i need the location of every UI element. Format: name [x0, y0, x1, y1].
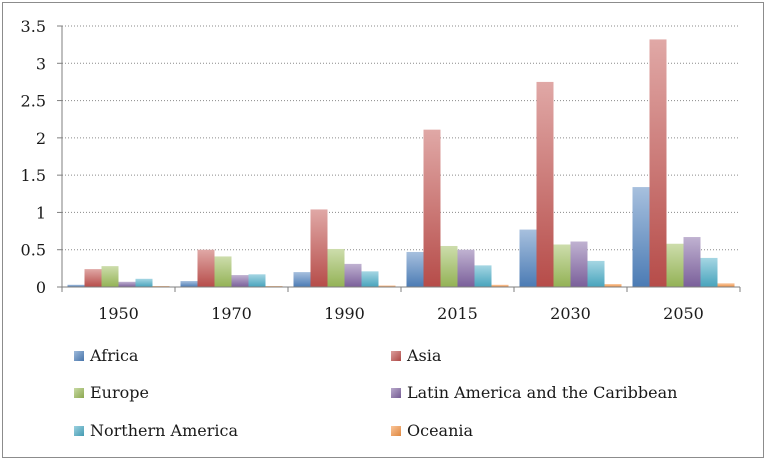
bar-asia-1950: [84, 269, 102, 287]
bar-northern-america-2030: [587, 260, 605, 287]
bar-africa-1950: [67, 284, 85, 287]
x-axis-ticks: 1950 1970 1990 2015 2030 2050: [98, 304, 704, 323]
y-tick-label: 3.5: [21, 17, 46, 36]
bar-africa-2030: [519, 229, 537, 287]
y-axis-ticks: 0 0.5 1 1.5 2 2.5 3 3.5: [21, 17, 46, 297]
y-tick-label: 0.5: [21, 241, 46, 260]
bar-northern-america-1950: [135, 278, 153, 287]
x-tick-label: 1970: [211, 304, 252, 323]
bar-northern-america-1970: [248, 274, 266, 287]
bar-northern-america-1990: [361, 271, 379, 287]
bar-asia-1970: [197, 249, 215, 287]
legend-swatch: [74, 426, 84, 436]
bar-latin-america-and-the-caribbean-1990: [344, 263, 362, 287]
x-tick-label: 1950: [98, 304, 139, 323]
legend-item: Asia: [391, 346, 442, 365]
y-tick-label: 3: [36, 54, 46, 73]
bar-northern-america-2050: [700, 257, 718, 287]
x-tick-label: 2015: [437, 304, 478, 323]
legend: Africa Asia Europe Latin America and the Ca…: [74, 346, 677, 440]
bar-europe-2030: [553, 244, 571, 287]
axes: [57, 25, 741, 292]
legend-item: Northern America: [74, 421, 238, 440]
legend-item: Africa: [74, 346, 139, 365]
legend-swatch: [391, 426, 401, 436]
x-tick-label: 2030: [550, 304, 591, 323]
y-tick-label: 1.5: [21, 166, 46, 185]
y-tick-label: 2: [36, 129, 46, 148]
bars: [67, 39, 735, 288]
bar-africa-2015: [406, 251, 424, 287]
legend-label: Northern America: [90, 421, 238, 440]
bar-europe-1990: [327, 248, 345, 287]
legend-label: Europe: [90, 383, 149, 402]
legend-label: Latin America and the Caribbean: [407, 383, 677, 402]
legend-swatch: [74, 388, 84, 398]
y-tick-label: 1: [36, 203, 46, 222]
bar-oceania-2015: [491, 284, 509, 287]
legend-item: Europe: [74, 383, 149, 402]
bar-asia-2030: [536, 81, 554, 287]
x-tick-label: 2050: [663, 304, 704, 323]
bar-northern-america-2015: [474, 265, 492, 287]
bar-europe-1950: [101, 266, 119, 287]
legend-item: Latin America and the Caribbean: [391, 383, 677, 402]
bar-latin-america-and-the-caribbean-2030: [570, 241, 588, 287]
bar-africa-1990: [293, 272, 311, 287]
legend-item: Oceania: [391, 421, 474, 440]
bar-asia-2015: [423, 129, 441, 287]
x-tick-label: 1990: [324, 304, 365, 323]
bar-oceania-2030: [604, 284, 622, 287]
bar-asia-2050: [649, 39, 667, 288]
legend-swatch: [391, 351, 401, 361]
bar-africa-2050: [632, 187, 650, 287]
gridlines: [62, 25, 740, 251]
bar-europe-2015: [440, 245, 458, 287]
bar-latin-america-and-the-caribbean-1970: [231, 275, 249, 287]
bar-latin-america-and-the-caribbean-2015: [457, 249, 475, 287]
bar-europe-1970: [214, 256, 232, 287]
y-tick-label: 0: [36, 278, 46, 297]
legend-label: Africa: [89, 346, 139, 365]
bar-europe-2050: [666, 243, 684, 287]
legend-label: Oceania: [407, 421, 474, 440]
bar-latin-america-and-the-caribbean-2050: [683, 237, 701, 287]
bar-africa-1970: [180, 281, 198, 287]
legend-label: Asia: [406, 346, 442, 365]
bar-oceania-1990: [378, 285, 396, 287]
bar-oceania-2050: [717, 283, 735, 287]
bar-asia-1990: [310, 209, 328, 287]
bar-latin-america-and-the-caribbean-1950: [118, 281, 136, 287]
legend-swatch: [74, 351, 84, 361]
legend-swatch: [391, 388, 401, 398]
y-tick-label: 2.5: [21, 92, 46, 111]
